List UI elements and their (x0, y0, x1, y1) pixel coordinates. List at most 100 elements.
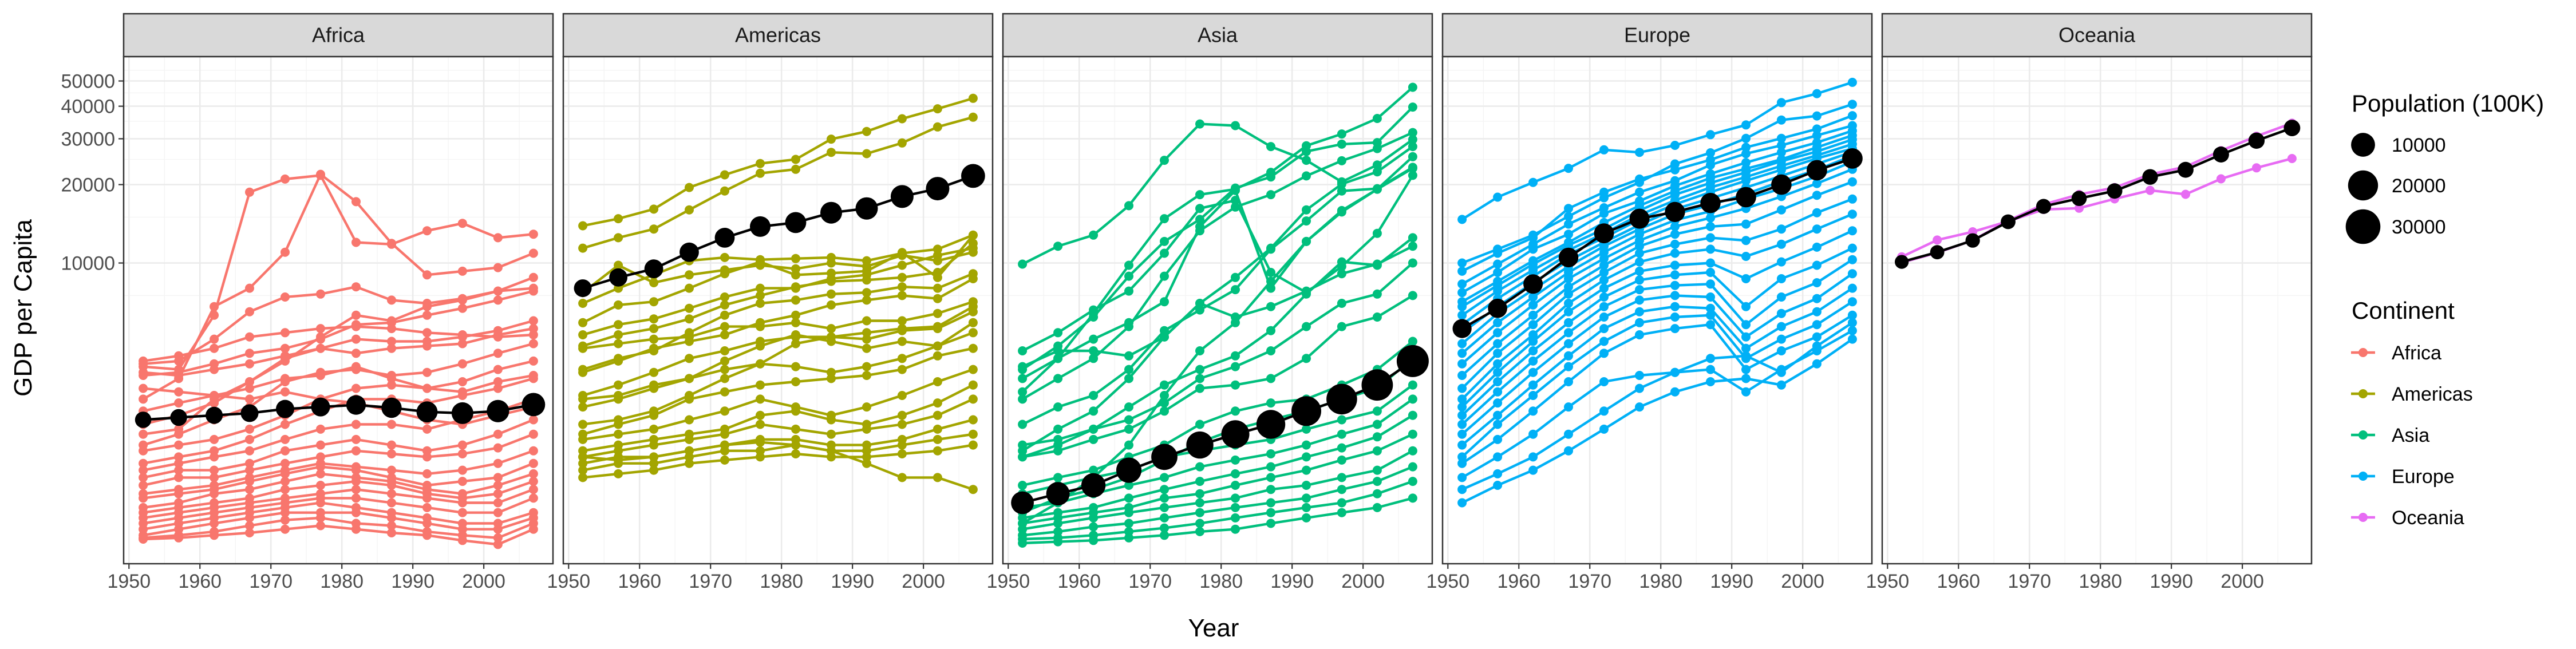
data-point (1493, 286, 1503, 296)
data-point (422, 310, 432, 320)
data-point (1847, 297, 1857, 307)
data-point (245, 307, 254, 316)
data-point (387, 498, 396, 508)
series-line (143, 524, 534, 546)
data-point (1231, 502, 1240, 512)
data-point (1599, 406, 1609, 416)
data-point (1635, 330, 1644, 339)
series-line (1021, 145, 1414, 452)
data-point (1266, 498, 1275, 508)
data-point (614, 469, 623, 478)
data-point (1528, 320, 1538, 330)
data-point (1706, 292, 1715, 302)
data-point (1635, 295, 1644, 305)
data-point (1160, 236, 1169, 246)
facet-strip (1881, 13, 2313, 58)
series-line (1461, 287, 1854, 446)
data-point (1372, 114, 1382, 123)
series-europe-line (1457, 310, 1857, 468)
data-point (1599, 302, 1609, 311)
data-point (1231, 513, 1240, 523)
panel-border (562, 56, 994, 565)
series-line (1022, 294, 1414, 458)
data-point (1408, 164, 1417, 173)
data-point (174, 489, 184, 498)
data-point (1337, 508, 1346, 517)
summary-point (1558, 247, 1579, 268)
data-point (1564, 429, 1573, 439)
data-point (1457, 485, 1467, 494)
data-point (1408, 82, 1417, 92)
data-point (174, 533, 184, 543)
data-point (1741, 302, 1751, 311)
data-point (245, 283, 254, 293)
data-point (1266, 326, 1275, 335)
data-point (791, 339, 800, 349)
data-point (578, 318, 588, 327)
data-point (897, 282, 907, 292)
data-point (1195, 365, 1204, 374)
data-point (1706, 354, 1715, 363)
data-point (1528, 300, 1538, 310)
data-point (280, 387, 290, 397)
data-point (685, 270, 694, 280)
data-point (685, 394, 694, 404)
series-line (1461, 229, 1853, 408)
data-point (2146, 185, 2155, 195)
data-point (1812, 260, 1822, 270)
data-point (174, 452, 184, 462)
data-point (578, 367, 588, 377)
data-point (1847, 255, 1857, 264)
data-point (1457, 339, 1467, 349)
data-point (316, 289, 325, 299)
data-point (1457, 215, 1467, 224)
data-point (210, 489, 219, 498)
data-point (1564, 289, 1573, 299)
summary-point (679, 242, 699, 262)
summary-point (1594, 223, 1614, 244)
data-point (1670, 165, 1680, 175)
data-point (1847, 283, 1857, 293)
data-point (614, 391, 623, 400)
data-point (245, 383, 254, 393)
data-point (1741, 365, 1751, 374)
data-point (1528, 452, 1538, 462)
data-point (1053, 346, 1063, 355)
data-point (1599, 324, 1609, 334)
series-group (1011, 82, 1429, 548)
data-point (1706, 160, 1715, 170)
data-point (1706, 213, 1715, 223)
data-point (862, 126, 871, 136)
data-point (387, 337, 396, 346)
data-point (1670, 291, 1680, 300)
data-point (756, 452, 765, 462)
data-point (1493, 452, 1503, 462)
series-line (1461, 213, 1853, 400)
data-point (720, 455, 729, 465)
data-point (1195, 519, 1204, 528)
series-line (1022, 414, 1414, 520)
series-line (582, 247, 974, 337)
data-point (1018, 440, 1028, 450)
series-line (1022, 340, 1414, 487)
data-point (720, 429, 729, 439)
data-point (493, 349, 503, 358)
data-point (968, 93, 978, 103)
data-point (457, 219, 467, 228)
data-point (1847, 243, 1857, 253)
data-point (1160, 398, 1169, 408)
data-point (280, 420, 290, 429)
summary-point (276, 399, 294, 418)
summary-point (135, 411, 152, 428)
data-point (210, 434, 219, 444)
data-point (1599, 312, 1609, 322)
data-point (756, 291, 765, 300)
summary-series-africa (135, 393, 546, 428)
data-point (1599, 254, 1609, 263)
data-point (1528, 465, 1538, 475)
data-point (1089, 230, 1099, 240)
data-point (1266, 462, 1275, 472)
data-point (1195, 215, 1204, 224)
data-point (457, 536, 467, 545)
data-point (827, 276, 836, 286)
